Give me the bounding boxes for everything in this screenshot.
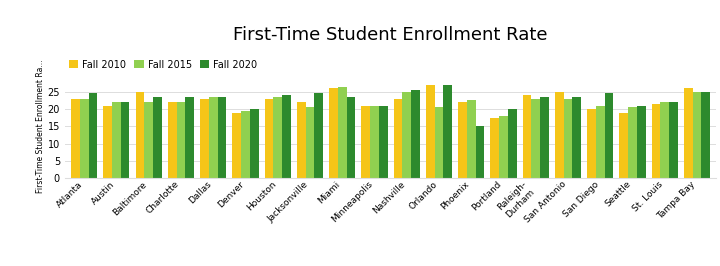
Bar	[338, 87, 346, 178]
Bar	[660, 102, 669, 178]
Bar	[444, 85, 452, 178]
Bar	[508, 109, 516, 178]
Bar	[329, 88, 338, 178]
Bar	[588, 109, 596, 178]
Bar	[596, 106, 605, 178]
Bar	[250, 109, 258, 178]
Legend: Fall 2010, Fall 2015, Fall 2020: Fall 2010, Fall 2015, Fall 2020	[65, 56, 261, 73]
Bar	[435, 107, 444, 178]
Bar	[693, 92, 701, 178]
Bar	[217, 97, 226, 178]
Bar	[619, 113, 628, 178]
Bar	[305, 107, 315, 178]
Bar	[628, 107, 637, 178]
Bar	[153, 97, 162, 178]
Bar	[233, 113, 241, 178]
Bar	[135, 92, 144, 178]
Bar	[701, 92, 710, 178]
Bar	[523, 95, 531, 178]
Bar	[402, 92, 411, 178]
Bar	[274, 97, 282, 178]
Bar	[564, 99, 572, 178]
Bar	[652, 104, 660, 178]
Bar	[379, 106, 387, 178]
Bar	[669, 102, 678, 178]
Bar	[361, 106, 370, 178]
Bar	[112, 102, 121, 178]
Bar	[394, 99, 402, 178]
Bar	[297, 102, 305, 178]
Bar	[499, 116, 508, 178]
Bar	[121, 102, 130, 178]
Bar	[572, 97, 581, 178]
Bar	[555, 92, 564, 178]
Bar	[241, 111, 250, 178]
Bar	[490, 118, 499, 178]
Bar	[104, 106, 112, 178]
Bar	[185, 97, 194, 178]
Bar	[282, 95, 291, 178]
Bar	[265, 99, 274, 178]
Bar	[458, 102, 467, 178]
Bar	[605, 94, 613, 178]
Bar	[540, 97, 549, 178]
Y-axis label: First-Time Student Enrollment Ra...: First-Time Student Enrollment Ra...	[36, 60, 45, 193]
Bar	[637, 106, 646, 178]
Bar	[71, 99, 80, 178]
Bar	[144, 102, 153, 178]
Bar	[209, 97, 217, 178]
Bar	[200, 99, 209, 178]
Bar	[176, 102, 185, 178]
Bar	[411, 90, 420, 178]
Bar	[80, 99, 89, 178]
Bar	[346, 97, 355, 178]
Bar	[89, 94, 97, 178]
Title: First-Time Student Enrollment Rate: First-Time Student Enrollment Rate	[233, 26, 548, 44]
Bar	[476, 126, 485, 178]
Bar	[426, 85, 435, 178]
Bar	[168, 102, 176, 178]
Bar	[467, 101, 476, 178]
Bar	[370, 106, 379, 178]
Bar	[315, 94, 323, 178]
Bar	[531, 99, 540, 178]
Bar	[684, 88, 693, 178]
